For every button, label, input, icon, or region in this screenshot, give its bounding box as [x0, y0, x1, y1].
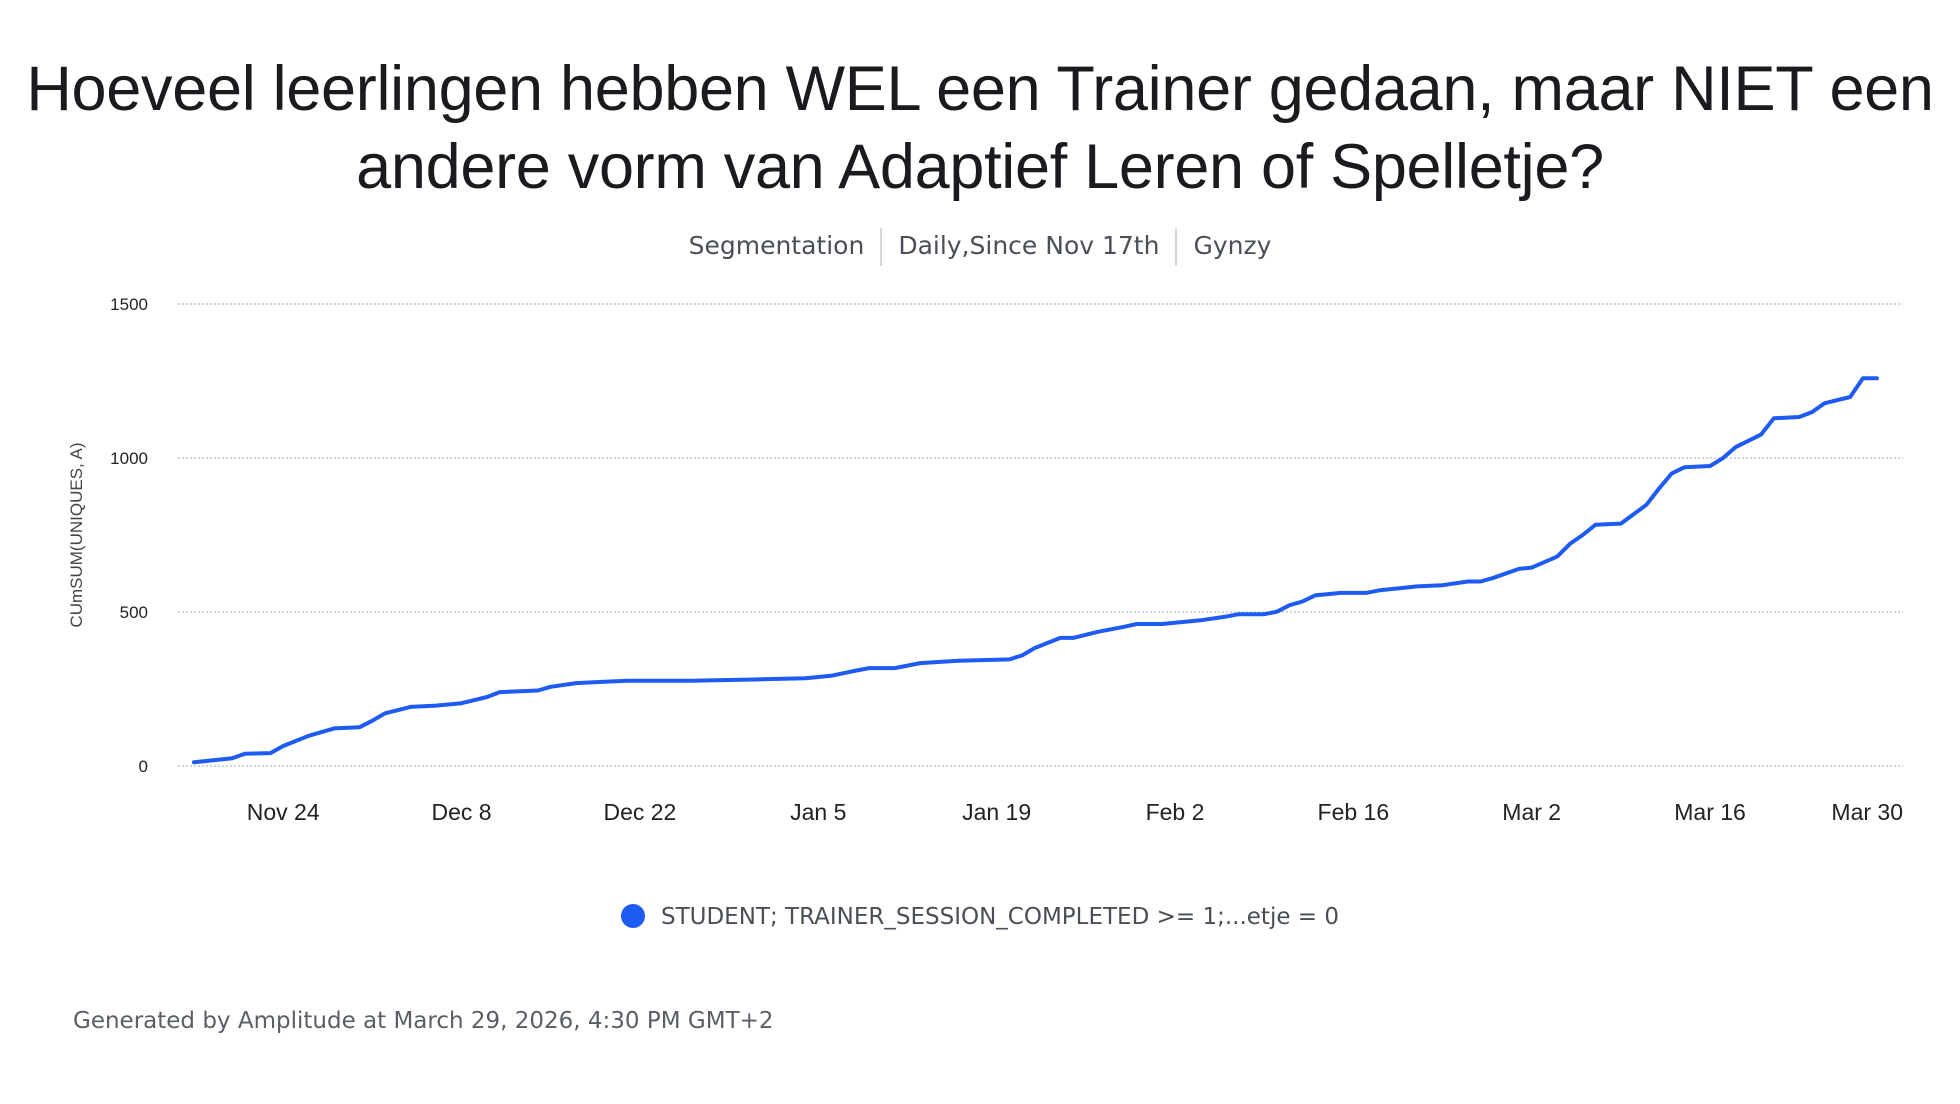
x-tick-label: Dec 8: [431, 799, 491, 825]
chart-title: Hoeveel leerlingen hebben WEL een Traine…: [26, 54, 1934, 202]
x-tick-label: Mar 16: [1674, 799, 1746, 825]
chart-subtitle: Segmentation Daily,Since Nov 17th Gynzy: [0, 228, 1960, 266]
x-tick-label: Mar 2: [1502, 799, 1561, 825]
subtitle-divider: [1175, 228, 1178, 266]
x-tick-label: Mar 30: [1831, 799, 1903, 825]
subtitle-project: Gynzy: [1193, 231, 1272, 260]
y-axis-label: CUmSUM(UNIQUES, A): [67, 442, 86, 627]
y-tick-label: 1500: [110, 295, 148, 314]
x-tick-label: Feb 16: [1318, 799, 1390, 825]
x-tick-label: Nov 24: [247, 799, 320, 825]
legend[interactable]: STUDENT; TRAINER_SESSION_COMPLETED >= 1;…: [0, 904, 1960, 930]
subtitle-type: Segmentation: [688, 231, 865, 260]
y-tick-label: 500: [120, 603, 148, 622]
y-tick-label: 1000: [110, 449, 148, 468]
subtitle-interval: Daily,Since Nov 17th: [898, 231, 1160, 260]
y-tick-label: 0: [139, 757, 148, 776]
subtitle-divider: [880, 228, 883, 266]
x-tick-label: Jan 5: [790, 799, 846, 825]
legend-series-label: STUDENT; TRAINER_SESSION_COMPLETED >= 1;…: [660, 904, 1340, 930]
generated-footer: Generated by Amplitude at March 29, 2026…: [73, 1008, 774, 1034]
x-tick-label: Feb 2: [1146, 799, 1205, 825]
legend-series-dot-icon: [620, 904, 645, 928]
x-tick-label: Jan 19: [962, 799, 1031, 825]
series-line: [192, 376, 1879, 765]
x-tick-label: Dec 22: [603, 799, 676, 825]
